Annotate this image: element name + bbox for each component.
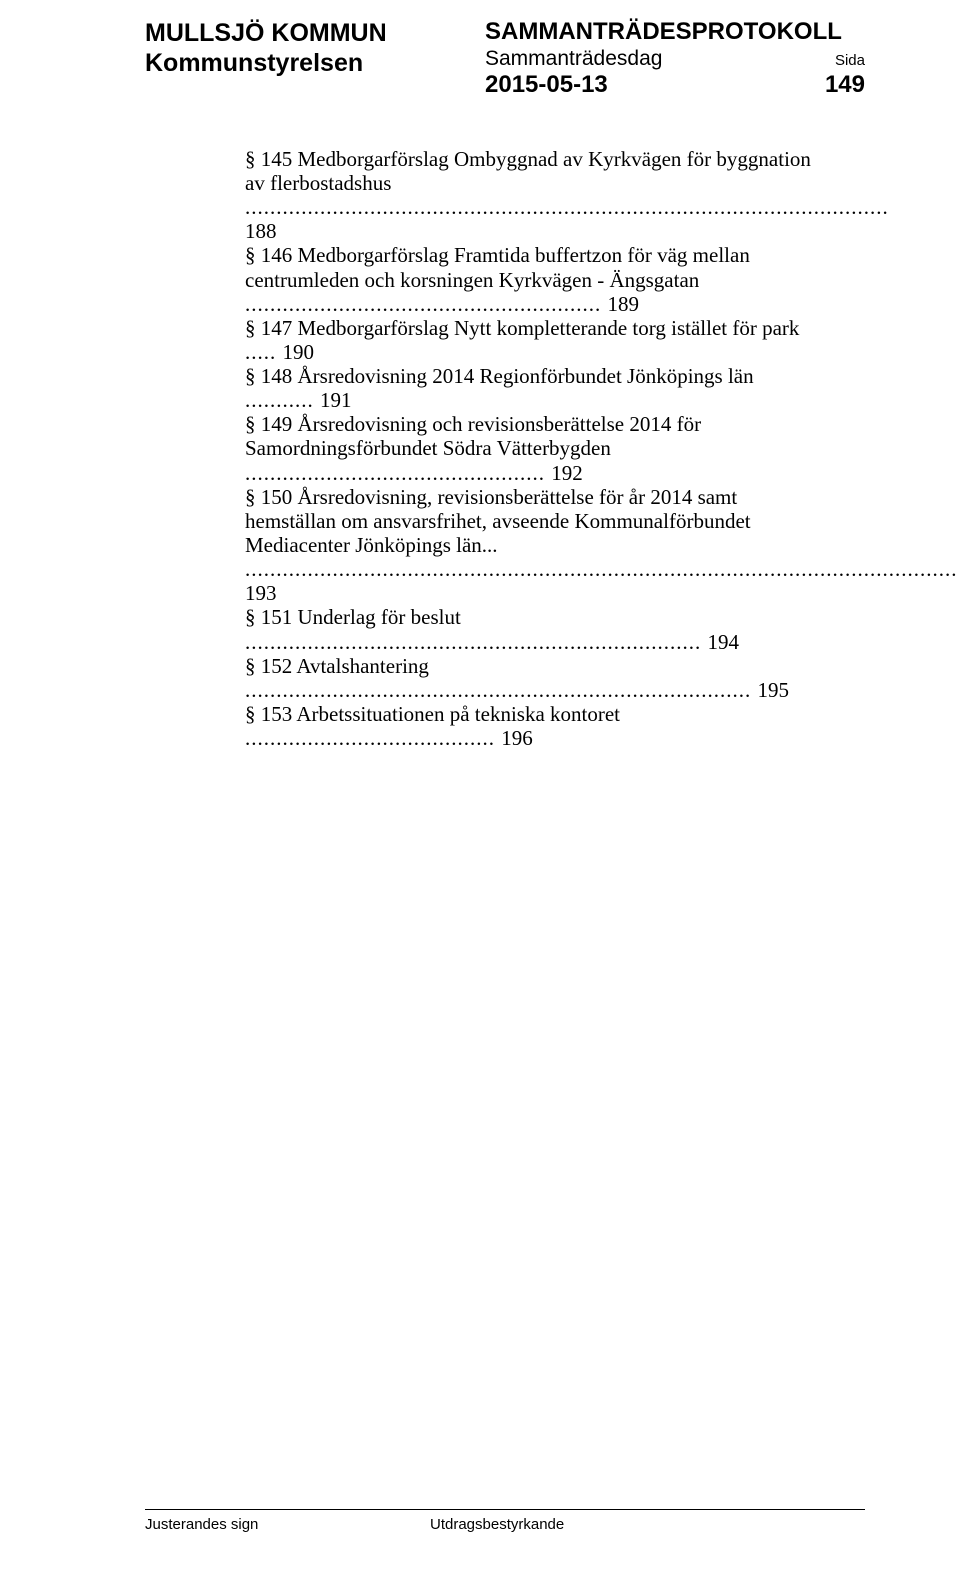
toc-leader-dots: ........................................… [245,557,958,581]
toc-text: § 145 Medborgarförslag Ombyggnad av Kyrk… [245,147,811,195]
toc-entry: § 151 Underlag för beslut ..............… [245,605,825,653]
page-label: Sida [835,52,865,69]
toc-entry: § 147 Medborgarförslag Nytt kompletteran… [245,316,825,364]
footer-labels: Justerandes sign Utdragsbestyrkande [145,1516,865,1533]
organization-name: MULLSJÖ KOMMUN [145,18,387,48]
toc-leader-dots: ........................................ [245,726,501,750]
table-of-contents: § 145 Medborgarförslag Ombyggnad av Kyrk… [145,147,865,751]
toc-page: 189 [608,292,640,316]
toc-leader-dots: ........................................… [245,195,889,219]
toc-entry: § 145 Medborgarförslag Ombyggnad av Kyrk… [245,147,825,244]
date-row: 2015-05-13 149 [485,71,865,99]
footer-divider [145,1509,865,1510]
page-container: MULLSJÖ KOMMUN Kommunstyrelsen SAMMANTRÄ… [0,0,960,750]
toc-entry: § 150 Årsredovisning, revisionsberättels… [245,485,825,606]
toc-page: 196 [501,726,533,750]
meeting-day-row: Sammanträdesdag Sida [485,47,865,71]
toc-text: § 146 Medborgarförslag Framtida buffertz… [245,243,750,291]
toc-leader-dots: ........................................… [245,678,758,702]
toc-entry: § 148 Årsredovisning 2014 Regionförbunde… [245,364,825,412]
page-number: 149 [825,71,865,99]
toc-page: 193 [245,581,277,605]
header-left-block: MULLSJÖ KOMMUN Kommunstyrelsen [145,18,387,78]
toc-entry: § 146 Medborgarförslag Framtida buffertz… [245,243,825,315]
document-header: MULLSJÖ KOMMUN Kommunstyrelsen SAMMANTRÄ… [145,18,865,99]
toc-text: § 148 Årsredovisning 2014 Regionförbunde… [245,364,754,388]
toc-text: § 147 Medborgarförslag Nytt kompletteran… [245,316,799,340]
header-right-block: SAMMANTRÄDESPROTOKOLL Sammanträdesdag Si… [485,18,865,99]
toc-page: 191 [320,388,352,412]
page-footer: Justerandes sign Utdragsbestyrkande [145,1509,865,1533]
toc-leader-dots: ........... [245,388,320,412]
footer-signature-label: Justerandes sign [145,1516,430,1533]
toc-leader-dots: ........................................… [245,461,551,485]
toc-entry: § 153 Arbetssituationen på tekniska kont… [245,702,825,750]
toc-page: 194 [708,630,740,654]
toc-text: § 152 Avtalshantering [245,654,429,678]
meeting-day-label: Sammanträdesdag [485,47,662,71]
protocol-title: SAMMANTRÄDESPROTOKOLL [485,18,865,47]
footer-verification-label: Utdragsbestyrkande [430,1516,865,1533]
toc-leader-dots: ..... [245,340,283,364]
meeting-date: 2015-05-13 [485,71,608,99]
toc-text: § 151 Underlag för beslut [245,605,461,629]
toc-page: 188 [245,219,277,243]
toc-text: § 153 Arbetssituationen på tekniska kont… [245,702,620,726]
organization-subtitle: Kommunstyrelsen [145,48,387,78]
toc-page: 192 [551,461,583,485]
toc-page: 190 [283,340,315,364]
toc-entry: § 152 Avtalshantering ..................… [245,654,825,702]
toc-text: § 150 Årsredovisning, revisionsberättels… [245,485,751,557]
toc-text: § 149 Årsredovisning och revisionsberätt… [245,412,701,460]
toc-page: 195 [758,678,790,702]
toc-leader-dots: ........................................… [245,630,708,654]
toc-entry: § 149 Årsredovisning och revisionsberätt… [245,412,825,484]
toc-leader-dots: ........................................… [245,292,608,316]
